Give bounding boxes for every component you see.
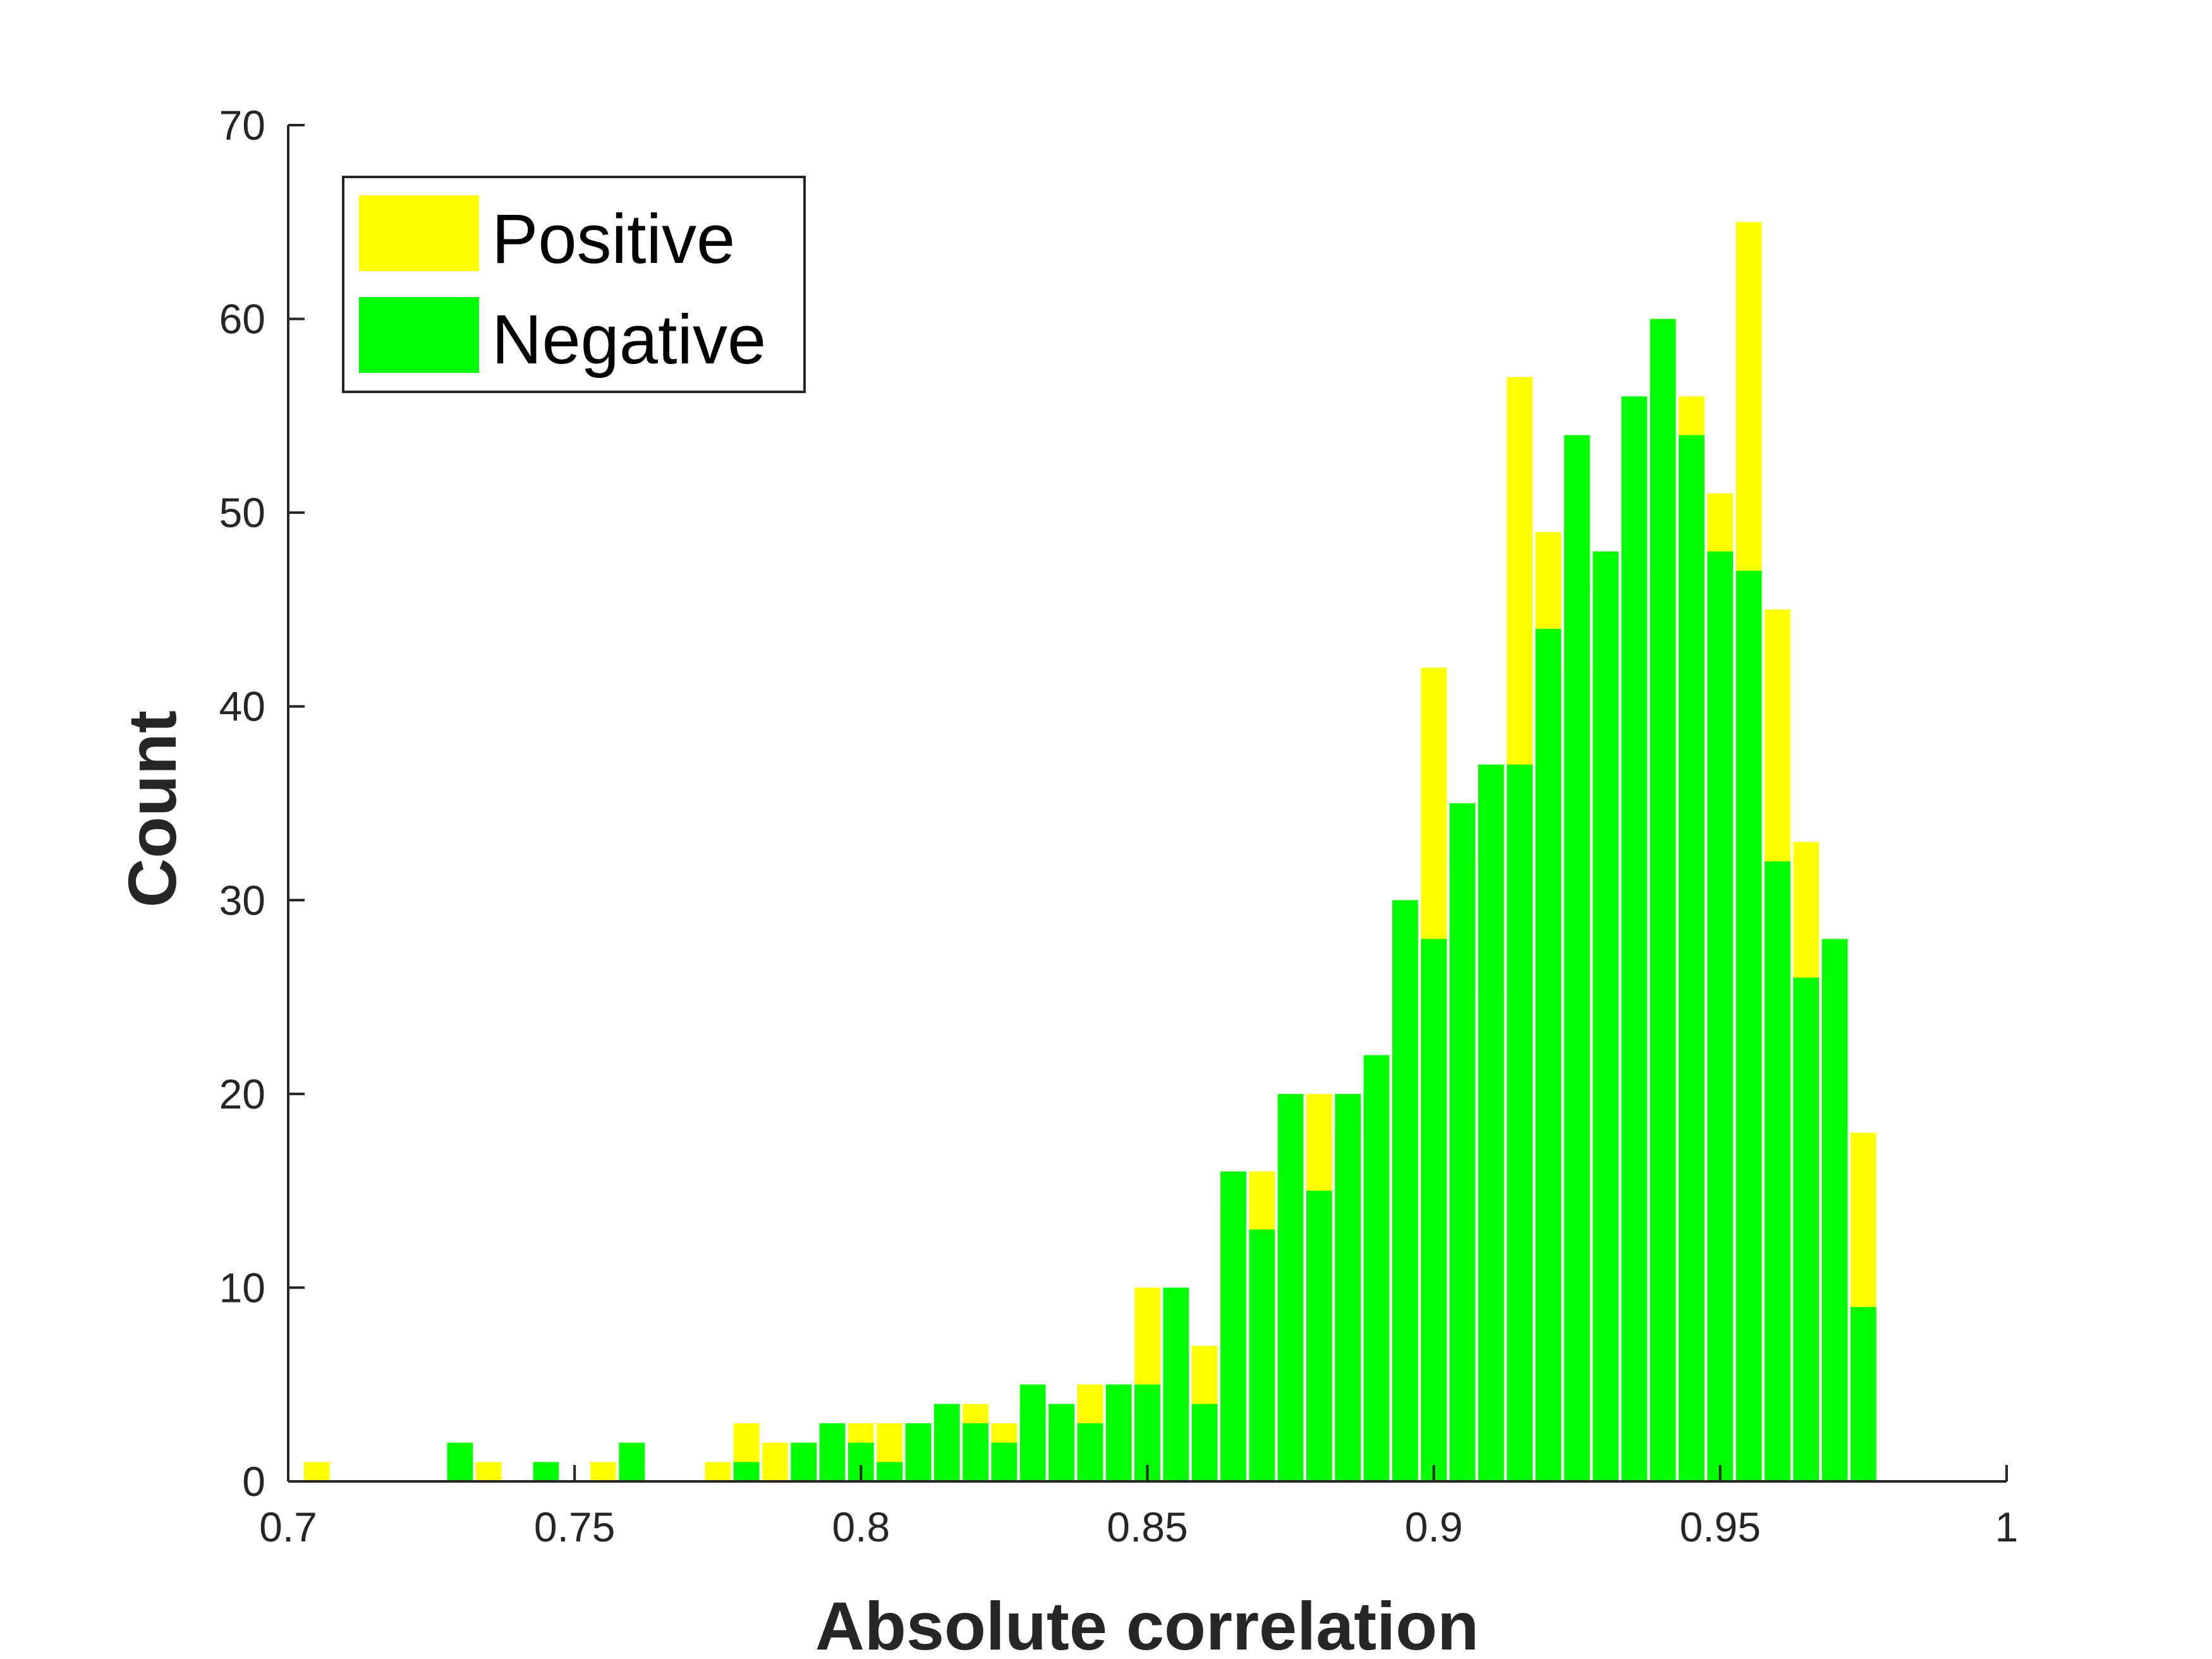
negative-bar [619, 1442, 645, 1481]
negative-bar [991, 1442, 1018, 1481]
negative-bar [1821, 939, 1848, 1481]
negative-bar [1019, 1384, 1046, 1481]
x-tick-label: 1 [1995, 1504, 2019, 1550]
negative-bar [905, 1423, 932, 1481]
legend-swatch-negative [359, 297, 479, 373]
negative-bar [1421, 939, 1447, 1481]
x-tick-label: 0.95 [1680, 1504, 1761, 1550]
negative-bar [1105, 1384, 1132, 1481]
negative-bar [1335, 1093, 1361, 1481]
negative-bar [1564, 435, 1590, 1481]
positive-bar [762, 1442, 788, 1481]
y-axis-title: Count [114, 710, 190, 908]
x-tick-label: 0.9 [1405, 1504, 1463, 1550]
legend-swatch-positive [359, 195, 479, 271]
negative-bar [933, 1404, 960, 1481]
negative-bar [1535, 629, 1562, 1481]
negative-bar [1765, 861, 1790, 1481]
x-axis-ticks: 0.7 0.75 0.8 0.85 0.9 0.95 1 [259, 1465, 2018, 1550]
negative-bar [1249, 1229, 1275, 1481]
x-tick-label: 0.8 [832, 1504, 890, 1550]
legend-label-positive: Positive [492, 200, 735, 278]
negative-bar [533, 1462, 559, 1481]
negative-bar [1478, 764, 1504, 1481]
y-tick-label: 60 [219, 296, 265, 343]
negative-bar [819, 1423, 846, 1481]
negative-bar [1735, 571, 1762, 1481]
negative-bar [1191, 1404, 1218, 1481]
negative-bar [447, 1442, 473, 1481]
negative-bar [1850, 1307, 1876, 1481]
negative-bar [1707, 551, 1734, 1481]
x-tick-label: 0.85 [1107, 1504, 1188, 1550]
negative-bar [733, 1462, 760, 1481]
negative-bar [877, 1462, 903, 1481]
negative-bar [1220, 1171, 1246, 1481]
x-tick-label: 0.75 [534, 1504, 615, 1550]
y-tick-label: 40 [219, 683, 265, 730]
positive-bar [475, 1462, 502, 1481]
x-tick-label: 0.7 [259, 1504, 317, 1550]
y-tick-label: 20 [219, 1071, 265, 1117]
negative-bar [1163, 1287, 1189, 1481]
negative-bar [1077, 1423, 1103, 1481]
y-tick-label: 30 [219, 877, 265, 923]
negative-bar [1306, 1191, 1332, 1481]
positive-bar [303, 1462, 330, 1481]
positive-bar [590, 1462, 616, 1481]
negative-bar [1679, 435, 1705, 1481]
negative-bar [963, 1423, 988, 1481]
y-tick-label: 0 [242, 1458, 265, 1505]
y-tick-label: 50 [219, 489, 265, 536]
y-tick-label: 10 [219, 1264, 265, 1311]
negative-series [447, 319, 1876, 1482]
legend: Positive Negative [342, 176, 806, 393]
negative-bar [1621, 396, 1648, 1482]
negative-bar [1363, 1055, 1390, 1481]
negative-bar [1392, 900, 1418, 1481]
positive-bar [705, 1462, 731, 1481]
negative-bar [1650, 319, 1676, 1482]
negative-bar [791, 1442, 817, 1481]
negative-bar [1507, 764, 1533, 1481]
x-axis-title: Absolute correlation [815, 1588, 1479, 1659]
negative-bar [1593, 551, 1619, 1481]
negative-bar [1277, 1093, 1304, 1481]
negative-bar [1449, 803, 1476, 1481]
y-axis-ticks: 0 10 20 30 40 50 60 70 [219, 102, 305, 1505]
negative-bar [1793, 977, 1820, 1481]
negative-bar [1048, 1404, 1074, 1481]
y-tick-label: 70 [219, 102, 265, 149]
legend-label-negative: Negative [492, 301, 766, 379]
